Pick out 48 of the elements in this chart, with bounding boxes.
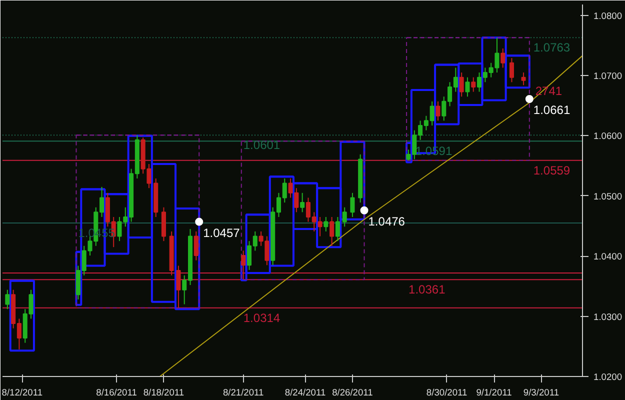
candlestick bbox=[521, 72, 526, 86]
bar bbox=[240, 140, 365, 280]
bar bbox=[76, 134, 200, 308]
y-tick-label: 1.0800 bbox=[594, 10, 622, 21]
annotation: 1.0763 bbox=[533, 40, 570, 55]
x-tick-label: 8/16/2011 bbox=[96, 388, 137, 398]
candlestick bbox=[471, 76, 476, 92]
y-tick-label: 1.0600 bbox=[594, 131, 622, 142]
x-tick-label: 8/26/2011 bbox=[332, 388, 373, 398]
y-tick-label: 1.0300 bbox=[594, 312, 622, 322]
annotation: 1.0361 bbox=[408, 282, 446, 297]
y-tick-label: 1.0400 bbox=[594, 252, 622, 262]
data-label: 1.0457 bbox=[203, 226, 240, 240]
x-tick-label: 8/12/2011 bbox=[2, 388, 43, 398]
bar bbox=[9, 280, 35, 352]
x-tick-label: 8/30/2011 bbox=[426, 388, 468, 398]
x-tick-label: 9/3/2011 bbox=[523, 388, 560, 398]
candlestick bbox=[194, 230, 198, 261]
x-tick-label: 8/21/2011 bbox=[222, 388, 264, 398]
annotation: 1.0314 bbox=[243, 310, 280, 325]
candlestick bbox=[465, 76, 470, 98]
candlestick bbox=[342, 206, 347, 228]
y-tick-label: 1.0700 bbox=[594, 71, 622, 82]
candlestick bbox=[459, 72, 464, 98]
data-label: 1.0661 bbox=[533, 103, 570, 118]
candlestick bbox=[500, 48, 506, 68]
annotation: 1.0559 bbox=[533, 163, 570, 178]
x-tick-label: 8/24/2011 bbox=[284, 388, 326, 398]
line-series bbox=[159, 55, 582, 376]
candlestick bbox=[176, 265, 181, 308]
y-tick-label: 1.0500 bbox=[594, 191, 622, 202]
candlestick bbox=[350, 192, 355, 218]
annotation: 1.0601 bbox=[243, 138, 280, 152]
point bbox=[195, 218, 204, 226]
candlestick bbox=[436, 100, 440, 122]
x-tick-label: 8/18/2011 bbox=[143, 388, 184, 398]
point bbox=[360, 206, 368, 214]
point bbox=[525, 95, 534, 103]
x-tick-label: 9/1/2011 bbox=[476, 388, 512, 398]
candlestick bbox=[330, 216, 334, 246]
candlestick bbox=[509, 58, 514, 83]
candlestick bbox=[300, 192, 305, 213]
candlestick bbox=[324, 216, 328, 232]
bar bbox=[406, 37, 530, 161]
data-label: 1.0476 bbox=[368, 214, 406, 228]
candlestick bbox=[335, 216, 340, 242]
candlestick bbox=[5, 289, 10, 310]
y-tick-label: 1.0200 bbox=[594, 372, 622, 382]
